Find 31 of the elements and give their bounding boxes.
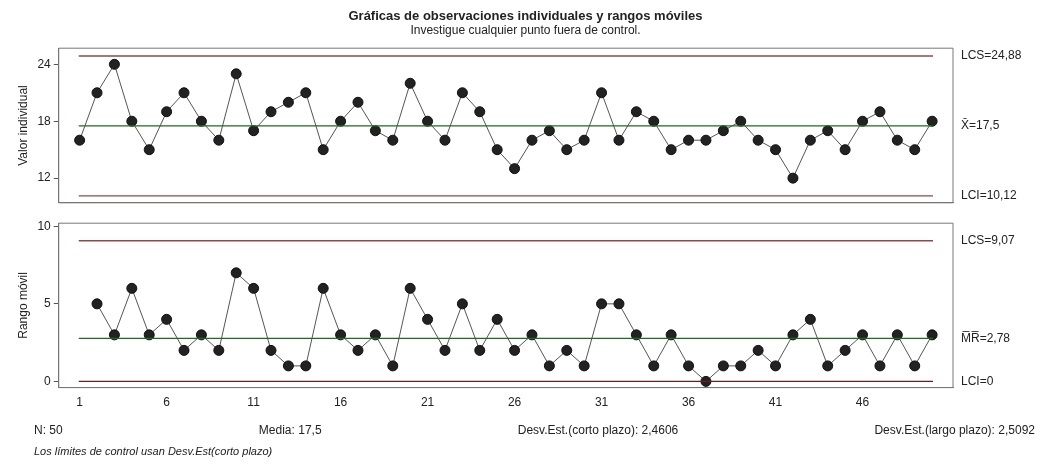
y-tick-label: 24 [37, 56, 52, 71]
y-tick-label: 5 [44, 296, 52, 311]
x-tick-label: 11 [247, 395, 261, 410]
y-tick-label: 18 [37, 113, 52, 128]
x-tick-label: 21 [420, 395, 435, 410]
ref-line-label: LCI=0 [961, 373, 994, 388]
ref-line-label: LCI=10,12 [961, 188, 1018, 203]
text: Los límites de control usan Desv.Est(corto plazo) [34, 445, 274, 457]
x-tick-label: 1 [76, 395, 84, 410]
y-tick-label: 12 [37, 170, 52, 185]
text: Media: 17,5 [258, 423, 322, 437]
chart-title: Gráficas de observaciones individuales y rangos móviles [347, 8, 704, 23]
x-tick-label: 41 [768, 395, 783, 410]
ref-line-label: LCS=24,88 [961, 48, 1022, 63]
ref-line-label: M̅R̅=2,78 [961, 330, 1011, 345]
x-tick-label: 6 [163, 395, 171, 410]
ref-line-label: X̄=17,5 [961, 118, 1000, 133]
y-axis-title: Rango móvil [15, 272, 30, 339]
x-tick-label: 36 [681, 395, 696, 410]
x-tick-label: 16 [333, 395, 348, 410]
x-tick-label: 26 [507, 395, 522, 410]
text: N: 50 [34, 423, 63, 437]
text: Desv.Est.(largo plazo): 2,5092 [874, 423, 1035, 437]
y-axis-title: Valor individual [15, 85, 30, 166]
text: Desv.Est.(corto plazo): 2,4606 [517, 423, 679, 437]
y-tick-label: 0 [44, 373, 52, 388]
x-tick-label: 46 [855, 395, 870, 410]
y-tick-label: 10 [37, 218, 52, 233]
x-tick-label: 31 [594, 395, 609, 410]
chart-subtitle: Investigue cualquier punto fuera de control. [409, 23, 642, 38]
ref-line-label: LCS=9,07 [961, 233, 1016, 248]
